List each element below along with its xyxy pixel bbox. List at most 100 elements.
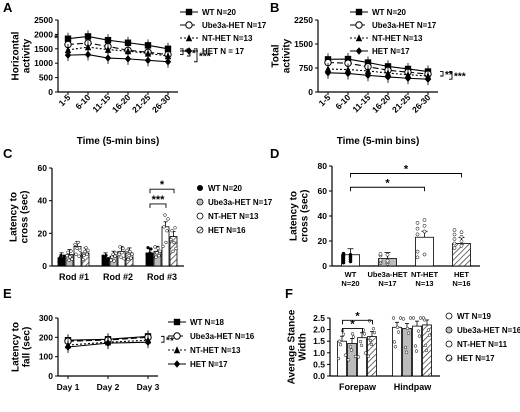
x-tick-label: Day 2	[97, 382, 120, 392]
scatter-dot	[426, 328, 431, 332]
scatter-dot	[403, 345, 408, 350]
scatter-dot	[417, 334, 422, 338]
scatter-dot	[362, 332, 367, 336]
scatter-dot	[343, 353, 348, 357]
series-line	[67, 46, 169, 57]
significance-bracket	[194, 48, 198, 63]
scatter-dot	[348, 345, 353, 349]
legend-marker	[355, 34, 363, 42]
scatter-dot	[68, 255, 72, 259]
legend-label: HET N=16	[208, 226, 246, 235]
scatter-dot	[165, 229, 169, 233]
scatter-dot	[145, 252, 149, 256]
scatter-dot	[422, 223, 427, 228]
legend-marker	[355, 21, 363, 29]
legend-swatch	[445, 326, 453, 334]
scatter-dot	[65, 254, 69, 258]
scatter-dot	[422, 252, 427, 257]
scatter-dot	[395, 325, 400, 329]
scatter-dot	[58, 256, 62, 260]
data-point	[144, 338, 152, 346]
significance-bracket	[149, 203, 167, 208]
panel-b: 0 750 1500 2250 Total activity 1-5 6-1011-1516-…	[271, 8, 466, 147]
scatter-dot	[452, 232, 457, 237]
legend-marker	[173, 360, 181, 368]
scatter-dot	[405, 326, 410, 331]
data-point	[124, 55, 132, 63]
scatter-dot	[393, 345, 398, 349]
legend-marker	[173, 318, 181, 326]
scatter-dot	[367, 319, 372, 323]
x-tick-label: Forepaw	[339, 382, 377, 392]
scatter-dot	[396, 330, 401, 334]
series-4	[64, 336, 152, 353]
y-tick-label: 20	[318, 236, 328, 246]
scatter-dot	[368, 338, 373, 343]
scatter-dot	[153, 245, 157, 249]
legend-label: HET N=17	[372, 47, 410, 56]
data-point	[164, 52, 172, 60]
y-tick-label: 0	[308, 87, 313, 97]
series-line	[67, 54, 169, 63]
scatter-dot	[86, 248, 90, 252]
panel-e: 0 100 200 300 Latency to fall (sec) Day 1 Day 2…	[11, 313, 255, 392]
y-axis-label: activity	[22, 38, 33, 73]
scatter-dot	[415, 249, 420, 254]
significance-marker: *	[385, 177, 390, 189]
significance-marker: **	[445, 70, 453, 81]
series-line	[327, 68, 429, 77]
scatter-dot	[392, 340, 397, 344]
legend-swatch	[196, 212, 204, 220]
scatter-dot	[102, 258, 106, 262]
scatter-dot	[84, 246, 88, 250]
y-tick-label: 80	[318, 161, 328, 171]
data-point	[104, 45, 112, 53]
y-tick-label: 40	[38, 196, 48, 206]
significance-marker: ***	[152, 194, 166, 206]
scatter-dot	[424, 348, 429, 353]
bar	[392, 326, 402, 377]
data-point	[124, 39, 132, 46]
scatter-dot	[427, 333, 432, 337]
y-tick-label: 1.0	[313, 348, 325, 358]
scatter-dot	[146, 246, 150, 250]
legend-label: WT N=18	[190, 318, 225, 327]
y-tick-label: 0	[322, 261, 327, 271]
legend-label: WT N=19	[457, 312, 492, 321]
legend-label: WT N=20	[202, 8, 237, 17]
scatter-dot	[125, 248, 129, 252]
x-tick-label: Rod #3	[147, 272, 177, 282]
y-tick-label: 1.5	[313, 336, 325, 346]
x-tick-label: Day 1	[57, 382, 80, 392]
scatter-dot	[166, 217, 170, 221]
legend-swatch	[445, 354, 453, 362]
scatter-dot	[81, 257, 85, 262]
y-axis-label: Horizontal	[11, 31, 22, 80]
series-line	[327, 58, 429, 73]
data-point	[424, 75, 432, 83]
y-axis-label: Width	[298, 333, 309, 361]
scatter-dot	[372, 330, 377, 335]
scatter-dot	[359, 343, 364, 348]
scatter-dot	[67, 258, 71, 262]
x-tick-label: Rod #2	[103, 272, 133, 282]
legend-label: NT-HET N=13	[202, 34, 253, 43]
y-tick-label: 1500	[34, 44, 53, 54]
x-tick-label: 16-20	[370, 92, 393, 115]
x-tick-label: WT	[345, 270, 357, 279]
legend-swatch	[196, 226, 204, 234]
x-tick-label: 11-15	[350, 92, 372, 114]
panel-letter-c: C	[3, 146, 13, 161]
x-axis-label: Time (5-min bins)	[77, 136, 160, 147]
scatter-dot	[154, 255, 158, 259]
y-tick-label: 0.0	[313, 371, 325, 381]
legend-marker	[185, 8, 193, 16]
panel-d: 0 20 40 60 80 Latency to cross (sec) WTN=20 Ube3…	[289, 161, 480, 288]
series-4	[64, 48, 172, 68]
x-tick-label: N=13	[415, 279, 433, 288]
y-tick-label: 0	[42, 261, 47, 271]
legend-label: Ube3a-HET N=17	[372, 21, 437, 30]
scatter-dot	[73, 242, 77, 247]
